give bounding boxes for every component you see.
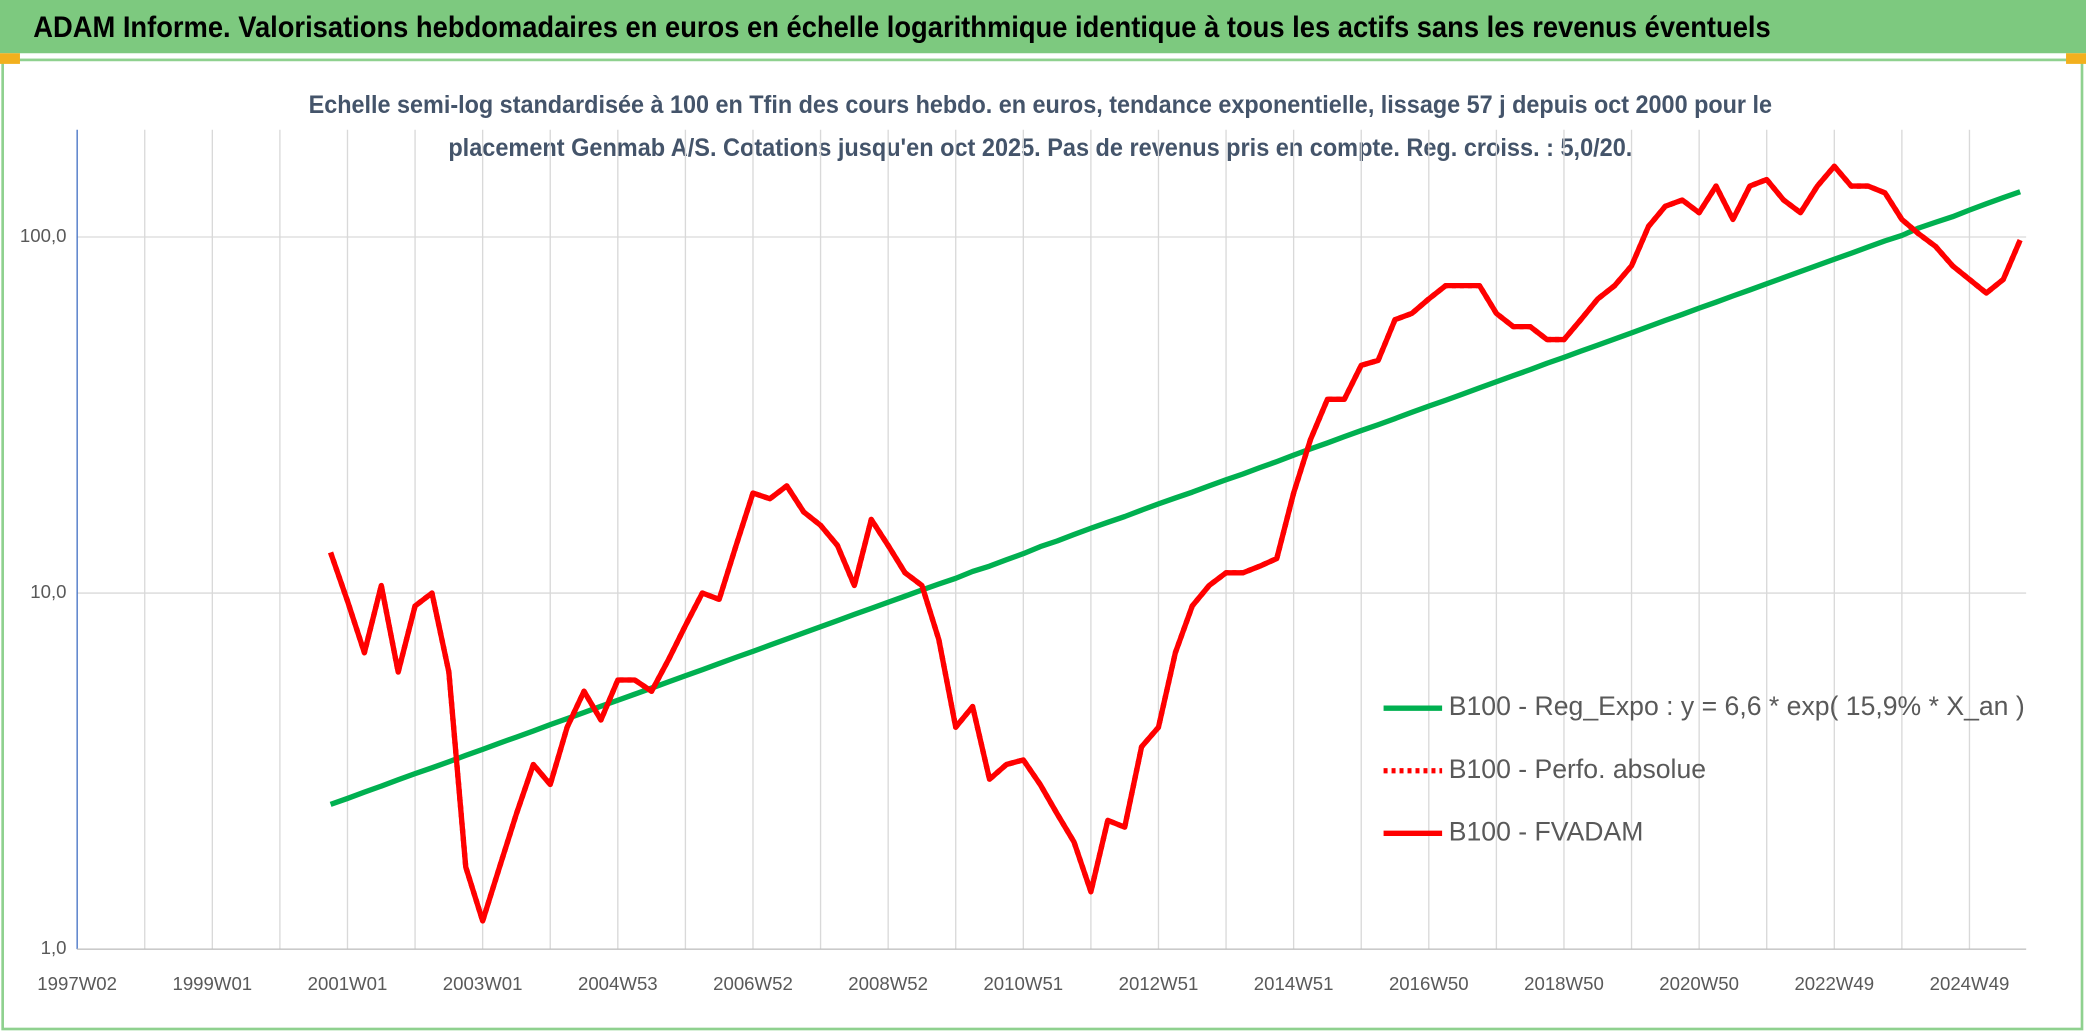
x-tick-label: 2010W51	[983, 973, 1063, 994]
x-tick-label: 2004W53	[578, 973, 658, 994]
x-tick-label: 2016W50	[1389, 973, 1469, 994]
x-tick-label: 2024W49	[1930, 973, 2010, 994]
header-bar	[0, 0, 2086, 54]
y-tick-label: 1,0	[41, 937, 67, 958]
plot-area	[328, 163, 2023, 924]
header-title: ADAM Informe. Valorisations hebdomadaire…	[33, 12, 1770, 44]
x-tick-label: 2003W01	[443, 973, 523, 994]
x-tick-label: 2008W52	[848, 973, 928, 994]
corner-marker	[2066, 53, 2086, 64]
legend-label: B100 - FVADAM	[1449, 816, 1644, 846]
legend: B100 - Reg_Expo : y = 6,6 * exp( 15,9% *…	[1383, 691, 2025, 846]
x-tick-label: 2014W51	[1254, 973, 1334, 994]
y-tick-label: 100,0	[20, 225, 67, 246]
chart-title: Echelle semi-log standardisée à 100 en T…	[309, 91, 1772, 119]
x-tick-label: 2020W50	[1659, 973, 1739, 994]
x-tick-label: 2001W01	[308, 973, 388, 994]
x-tick-label: 2018W50	[1524, 973, 1604, 994]
chart-title: placement Genmab A/S. Cotations jusqu'en…	[448, 134, 1632, 162]
x-tick-label: 2012W51	[1119, 973, 1199, 994]
grid: 1,0 10,0 100,0 1997W02 1999W01 2001W01 2003W01…	[20, 129, 2027, 994]
chart-frame	[1, 58, 2084, 1031]
x-tick-label: 1997W02	[37, 973, 117, 994]
x-tick-label: 2022W49	[1794, 973, 1874, 994]
series-line	[329, 189, 2022, 807]
series-line	[328, 163, 2023, 924]
x-tick-label: 1999W01	[172, 973, 252, 994]
legend-label: B100 - Perfo. absolue	[1449, 754, 1706, 784]
y-tick-label: 10,0	[30, 581, 66, 602]
x-tick-label: 2006W52	[713, 973, 793, 994]
legend-label: B100 - Reg_Expo : y = 6,6 * exp( 15,9% *…	[1449, 691, 2025, 721]
corner-marker	[0, 53, 20, 64]
